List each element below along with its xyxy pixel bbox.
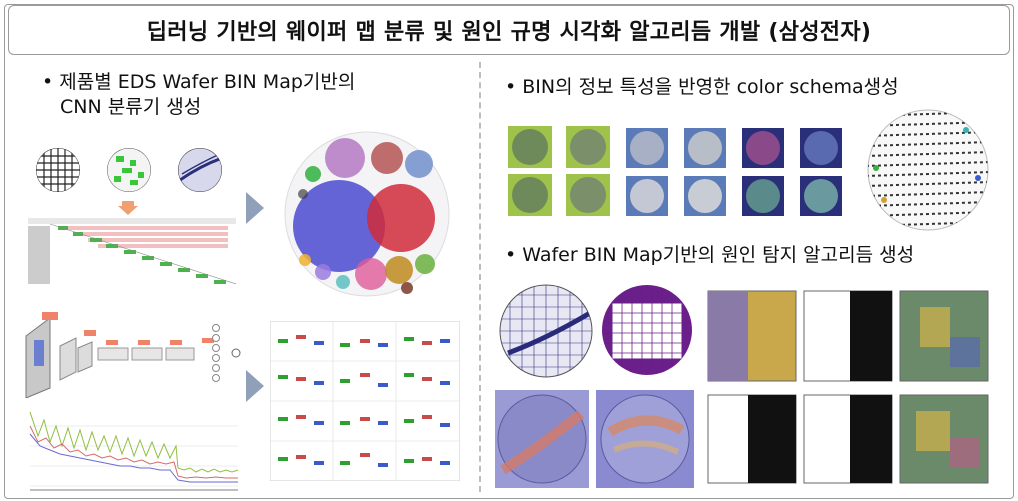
defect-heatmap-1: [495, 390, 589, 488]
right-arrow-icon: [244, 370, 264, 402]
feature-matrix-table: [28, 218, 236, 288]
training-loss-plot: [20, 406, 240, 494]
color-schema-thumbnails: [508, 126, 852, 218]
color-schema-wafer: [866, 108, 990, 232]
cluster-bubble-plot: [283, 122, 451, 306]
defect-wafer-map-2: [600, 283, 694, 377]
cnn-architecture-diagram: [20, 306, 248, 398]
defect-wafer-map-1: [498, 283, 594, 379]
right-arrow-icon: [244, 192, 264, 224]
slide-title: 딥러닝 기반의 웨이퍼 맵 분류 및 원인 규명 시각화 알고리듬 개발 (삼성…: [8, 5, 1010, 55]
defect-heatmap-2: [596, 390, 694, 488]
wafer-map-grid-3: [178, 148, 222, 192]
slide-frame: [4, 4, 1014, 499]
right-bullet-bottom: • Wafer BIN Map기반의 원인 탐지 알고리듬 생성: [505, 244, 915, 266]
wafer-map-grid-1: [36, 148, 80, 192]
box-plot-grid: [270, 321, 460, 481]
down-arrow-icon: [118, 201, 138, 215]
left-bullet-line1: • 제품별 EDS Wafer BIN Map기반의: [42, 71, 356, 93]
left-bullet-line2: CNN 분류기 생성: [60, 96, 202, 118]
wafer-map-grid-2: [107, 148, 151, 192]
column-divider: [479, 62, 481, 492]
right-bullet-top: • BIN의 정보 특성을 반영한 color schema생성: [505, 76, 899, 98]
attribution-map-grid: [700, 287, 996, 487]
input-wafer-maps: [34, 146, 224, 194]
